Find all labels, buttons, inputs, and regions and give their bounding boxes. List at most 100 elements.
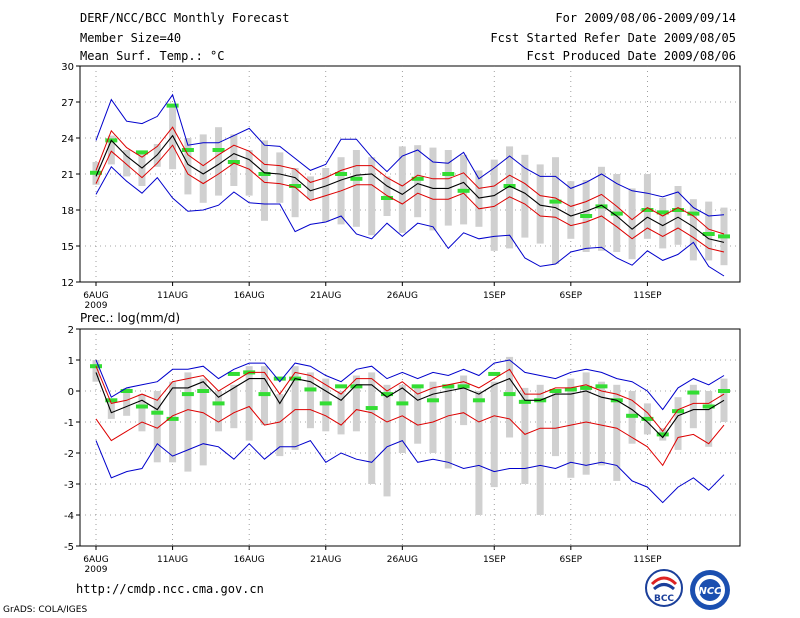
prec-member-bar [215,391,223,432]
prec-member-bar [613,384,621,481]
temp-observed-marker [718,234,730,239]
prec-mean-line [95,372,725,439]
temp-observed-marker [135,150,148,155]
prec-member-bar [92,360,100,382]
prec-ytick-label: 1 [68,356,74,367]
prec-member-bar [552,391,560,457]
temp-observed-marker [90,170,102,175]
temp-member-bar [138,152,146,186]
temp-ytick-label: 21 [61,170,74,181]
temp-xtick-label: 6AUG [83,291,108,301]
temp-member-bar [490,159,498,251]
temp-observed-marker [166,103,179,108]
prec-member-bar [536,384,544,515]
temp-observed-marker [227,160,240,164]
prec-observed-marker [335,384,348,389]
temp-member-bar [184,138,192,195]
temp-member-bar [306,176,314,200]
prec-ytick-label: -2 [64,449,74,460]
prec-observed-marker [197,389,210,393]
fcst-started-date: Fcst Started Refer Date 2009/08/05 [490,31,736,45]
temp-observed-marker [181,148,194,152]
temp-member-bar [597,166,605,251]
prec-member-bar [368,372,376,484]
temp-std-upper-line [95,126,725,235]
forecast-period: For 2009/08/06-2009/09/14 [555,11,736,25]
temp-ytick-label: 27 [61,98,74,109]
temp-observed-marker [381,196,394,200]
prec-min-line [95,439,725,504]
temp-member-bar [643,174,651,239]
prec-member-bar [689,384,697,429]
temp-member-bar [215,127,223,196]
temp-member-bar [552,157,560,264]
prec-xtick-label: 1SEP [483,555,506,565]
temp-observed-marker [610,211,623,216]
prec-observed-marker [120,389,133,393]
prec-std-lower-line [95,405,725,467]
prec-observed-marker [350,384,363,389]
temp-observed-marker [580,214,593,218]
temp-ytick-label: 24 [61,134,74,145]
temp-member-bar [245,150,253,196]
temp-observed-marker [289,184,302,188]
temp-ytick-label: 15 [61,242,74,253]
prec-member-bar [705,391,713,447]
prec-observed-marker [656,432,669,437]
prec-std-upper-line [95,366,725,433]
prec-observed-marker [595,384,608,389]
prec-ytick-label: -5 [64,542,74,553]
prec-observed-marker [580,385,593,390]
prec-observed-marker [442,384,455,389]
prec-year-label: 2009 [85,565,108,575]
prec-variable-label: Prec.: log(mm/d) [80,311,180,325]
prec-observed-marker [135,404,148,409]
temp-variable-label: Mean Surf. Temp.: °C [80,49,225,63]
prec-observed-marker [626,413,639,418]
prec-member-bar [674,397,682,450]
prec-member-bar [153,391,161,463]
temp-member-bar [107,135,115,165]
prec-member-bar [276,394,284,457]
temp-member-bar [276,152,284,203]
prec-observed-marker [258,392,271,397]
prec-member-bar [506,356,514,438]
footer-url[interactable]: http://cmdp.ncc.cma.gov.cn [76,582,264,596]
temp-member-bar [368,157,376,236]
temp-member-bar [689,199,697,261]
temp-observed-marker [457,188,470,193]
prec-ytick-label: 0 [68,387,74,398]
prec-max-line [95,359,725,411]
prec-xtick-label: 21AUG [310,555,341,565]
temp-member-bar [260,140,268,221]
temp-observed-marker [350,176,363,181]
prec-xtick-label: 6SEP [560,555,583,565]
temp-observed-marker [595,204,608,209]
temp-member-bar [705,201,713,261]
prec-observed-marker [718,389,730,393]
prec-observed-marker [273,376,286,381]
temp-observed-marker [335,172,348,176]
temp-member-bar [674,186,682,245]
prec-member-bar [199,378,207,466]
temp-ytick-label: 30 [61,62,74,73]
temp-ytick-label: 12 [61,278,74,289]
prec-member-bar [490,381,498,488]
temp-member-bar [521,154,529,238]
prec-ytick-label: -4 [64,511,74,522]
prec-observed-marker [687,390,700,395]
prec-member-bar [123,387,131,416]
prec-xtick-label: 6AUG [83,555,108,565]
temp-member-bar [414,145,422,218]
prec-member-bar [169,381,177,463]
prec-xtick-label: 16AUG [234,555,265,565]
temp-ytick-label: 18 [61,206,74,217]
prec-xtick-label: 26AUG [387,555,418,565]
prec-member-bar [138,394,146,432]
prec-member-bar [306,372,314,429]
prec-member-bar [475,391,483,515]
temp-member-bar [536,164,544,244]
temp-year-label: 2009 [85,301,108,311]
temp-xtick-label: 6SEP [560,291,583,301]
